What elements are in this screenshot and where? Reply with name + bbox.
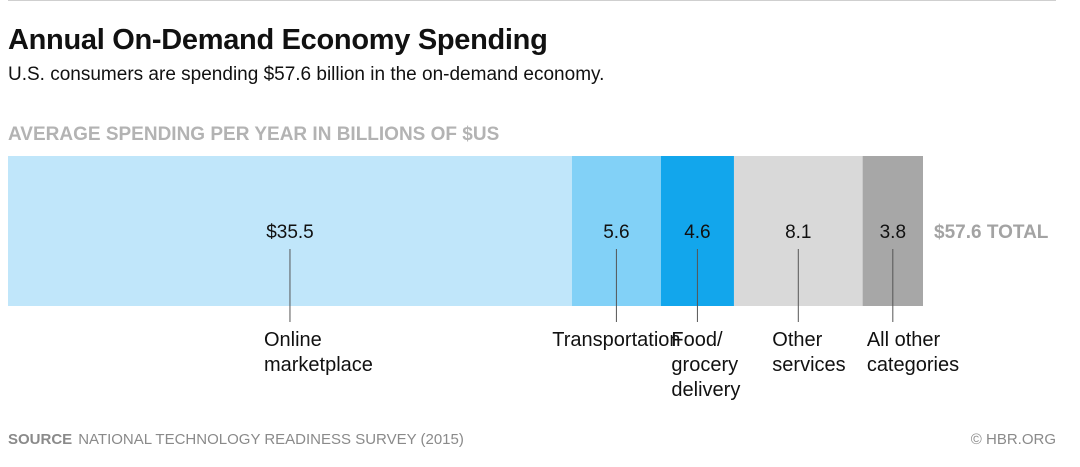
category-label-online-marketplace: Online [264, 329, 322, 351]
top-rule [8, 0, 1056, 1]
value-label-other-services: 8.1 [785, 222, 811, 243]
value-label-all-other-categories: 3.8 [880, 222, 906, 243]
value-label-transportation: 5.6 [603, 222, 629, 243]
category-label-food-grocery-delivery: grocery [671, 354, 738, 376]
category-label-transportation: Transportation [552, 329, 680, 351]
category-label-all-other-categories: All other [867, 329, 941, 351]
category-label-online-marketplace: marketplace [264, 354, 373, 376]
chart-title: Annual On-Demand Economy Spending [8, 24, 548, 56]
category-label-food-grocery-delivery: Food/ [671, 329, 723, 351]
leader-lines [289, 249, 894, 322]
value-labels: $35.5 5.6 4.6 8.1 3.8 [266, 222, 906, 243]
category-label-other-services: Other [772, 329, 822, 351]
category-label-all-other-categories: categories [867, 354, 959, 376]
category-label-other-services: services [772, 354, 845, 376]
chart-subtitle: U.S. consumers are spending $57.6 billio… [8, 64, 605, 85]
source-key: SOURCE [8, 431, 73, 448]
value-label-food-grocery-delivery: 4.6 [684, 222, 710, 243]
footer-source: SOURCE NATIONAL TECHNOLOGY READINESS SURV… [8, 431, 464, 448]
category-labels: Online marketplace TransportationFood/groc… [264, 329, 959, 401]
category-label-food-grocery-delivery: delivery [671, 379, 740, 401]
total-label: $57.6 TOTAL [934, 222, 1049, 243]
footer-credit: © HBR.ORG [970, 431, 1056, 448]
chart-measure-label: AVERAGE SPENDING PER YEAR IN BILLIONS OF… [8, 124, 500, 145]
stacked-bar-chart: $35.5 5.6 4.6 8.1 3.8 Online marketplace Trans… [8, 156, 1049, 401]
source-text: NATIONAL TECHNOLOGY READINESS SURVEY (20… [78, 431, 464, 448]
value-label-online-marketplace: $35.5 [266, 222, 314, 243]
